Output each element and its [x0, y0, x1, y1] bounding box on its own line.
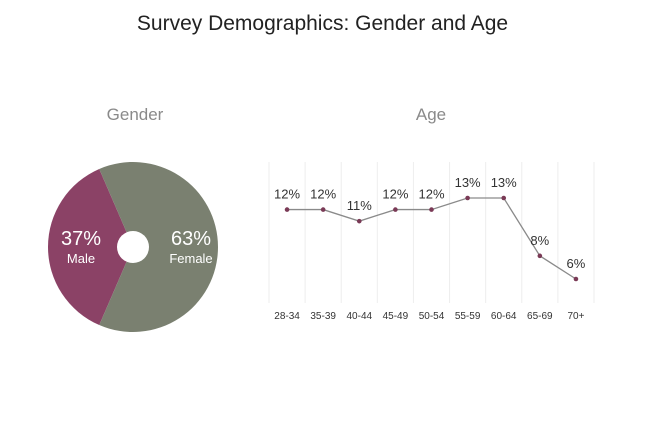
x-tick-label: 65-69 [527, 311, 553, 322]
data-point [284, 207, 290, 212]
x-tick-label: 35-39 [310, 311, 336, 322]
pie-category-label-male: Male [67, 251, 95, 266]
pie-category-label-female: Female [169, 251, 212, 266]
data-point [573, 276, 579, 282]
data-point [537, 253, 543, 259]
data-point [465, 195, 470, 201]
data-label: 12% [382, 187, 408, 202]
data-point [501, 195, 507, 201]
x-tick-label: 45-49 [383, 311, 409, 322]
data-label: 8% [530, 233, 549, 248]
data-label: 11% [347, 198, 372, 213]
data-label: 12% [310, 187, 336, 202]
data-point [393, 207, 398, 212]
data-label: 12% [418, 187, 444, 202]
x-tick-label: 60-64 [491, 311, 517, 322]
data-point [356, 218, 362, 224]
x-tick-label: 28-34 [274, 311, 300, 322]
data-label: 13% [455, 175, 481, 190]
x-tick-label: 70+ [567, 311, 584, 322]
age-subtitle: Age [415, 105, 447, 124]
data-point [320, 207, 326, 212]
x-tick-label: 50-54 [419, 311, 445, 322]
x-tick-label: 40-44 [346, 311, 372, 322]
pie-center-hole [117, 231, 149, 263]
chart-title: Survey Demographics: Gender and Age [136, 12, 509, 35]
gender-subtitle: Gender [106, 105, 164, 124]
data-point [429, 207, 434, 212]
data-label: 12% [274, 187, 300, 202]
data-label: 13% [491, 175, 517, 190]
pie-value-label-female: 63% [171, 228, 211, 250]
x-tick-label: 55-59 [455, 311, 481, 322]
pie-slice-female [99, 162, 218, 332]
pie-slice-male [47, 168, 133, 326]
pie-value-label-male: 37% [61, 228, 101, 250]
data-label: 6% [567, 256, 586, 271]
